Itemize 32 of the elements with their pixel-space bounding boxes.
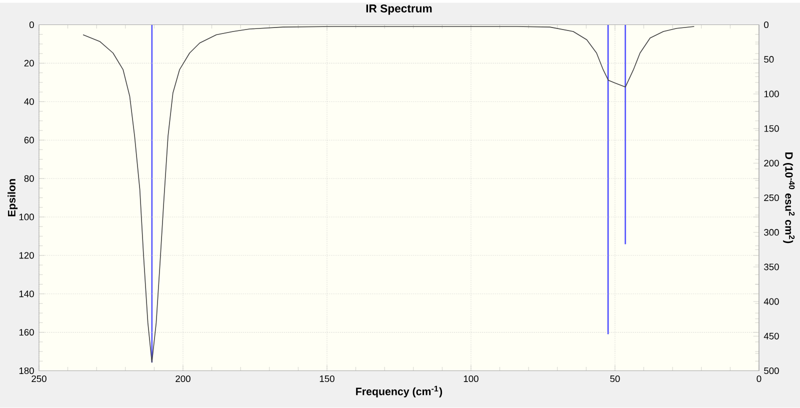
line-series xyxy=(82,26,695,363)
y2-tick-label: 400 xyxy=(764,298,779,305)
y-tick-label: 180 xyxy=(19,368,34,374)
x-tick-label: 250 xyxy=(32,376,46,382)
y2-axis-title: D (10$^{-40}$ esu$^{2}$ cm$^{2}$) xyxy=(783,152,795,244)
y-tick-label: 20 xyxy=(24,60,34,67)
y-axis-title: Epsilon xyxy=(8,179,18,216)
x-tick-label: 200 xyxy=(176,376,190,382)
y-tick-label: 120 xyxy=(19,252,34,259)
x-tick-label: 150 xyxy=(320,376,334,382)
y2-tick-label: 300 xyxy=(764,229,779,236)
y2-tick-label: 150 xyxy=(764,125,779,132)
x-tick-label: 100 xyxy=(464,376,478,382)
y2-tick-label: 0 xyxy=(764,22,769,28)
y2-tick-label: 100 xyxy=(764,90,779,98)
y-tick-label: 140 xyxy=(19,290,34,298)
y-tick-label: 40 xyxy=(24,98,34,106)
y2-tick-label: 50 xyxy=(764,56,774,63)
y-tick-label: 80 xyxy=(24,175,34,182)
x-tick-label: 0 xyxy=(756,376,762,382)
x-tick-label: 50 xyxy=(610,376,620,382)
y2-tick-label: 200 xyxy=(764,160,779,167)
y-tick-label: 100 xyxy=(19,214,34,220)
y-tick-label: 160 xyxy=(19,329,34,336)
chart-title: IR Spectrum xyxy=(366,4,432,15)
y2-tick-label: 350 xyxy=(764,264,779,270)
y-tick-label: 60 xyxy=(24,136,34,144)
x-axis-title: Frequency (cm$^{-1}$) xyxy=(356,386,442,398)
y-tick-label: 0 xyxy=(29,22,34,28)
y2-tick-label: 450 xyxy=(764,332,779,340)
y2-tick-label: 500 xyxy=(764,368,779,374)
y2-tick-label: 250 xyxy=(764,194,779,202)
